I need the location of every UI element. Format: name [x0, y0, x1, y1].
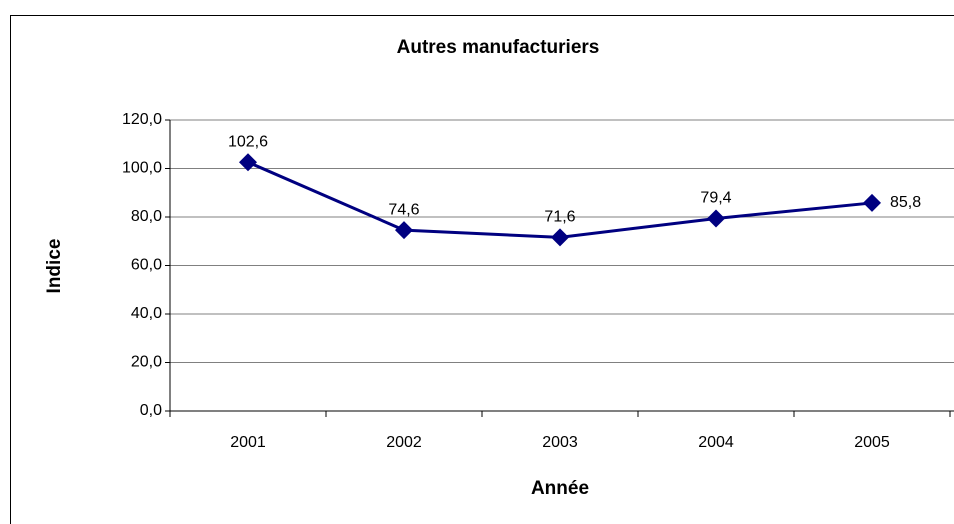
y-tick-label: 0,0	[140, 402, 162, 419]
data-point	[707, 209, 725, 228]
x-tick-label: 2005	[854, 434, 890, 451]
chart-title: Autres manufacturiers	[397, 37, 600, 58]
chart-border	[10, 15, 954, 524]
x-tick-label: 2002	[386, 434, 422, 451]
y-tick-label: 20,0	[131, 354, 162, 371]
x-axis-title: Année	[531, 478, 589, 499]
x-tick-label: 2001	[230, 434, 266, 451]
data-label: 102,6	[228, 133, 268, 150]
data-label: 79,4	[700, 190, 731, 207]
data-point	[863, 193, 881, 212]
data-label: 85,8	[890, 194, 921, 211]
data-point	[395, 221, 413, 240]
data-point	[239, 153, 257, 172]
y-tick-label: 120,0	[122, 111, 162, 128]
y-tick-label: 40,0	[131, 305, 162, 322]
y-tick-label: 80,0	[131, 208, 162, 225]
y-tick-label: 60,0	[131, 257, 162, 274]
y-tick-label: 100,0	[122, 160, 162, 177]
data-label: 74,6	[388, 201, 419, 218]
x-tick-label: 2003	[542, 434, 578, 451]
y-axis-title: Indice	[44, 239, 65, 294]
x-tick-label: 2004	[698, 434, 734, 451]
data-point	[551, 228, 569, 247]
data-label: 71,6	[544, 209, 575, 226]
